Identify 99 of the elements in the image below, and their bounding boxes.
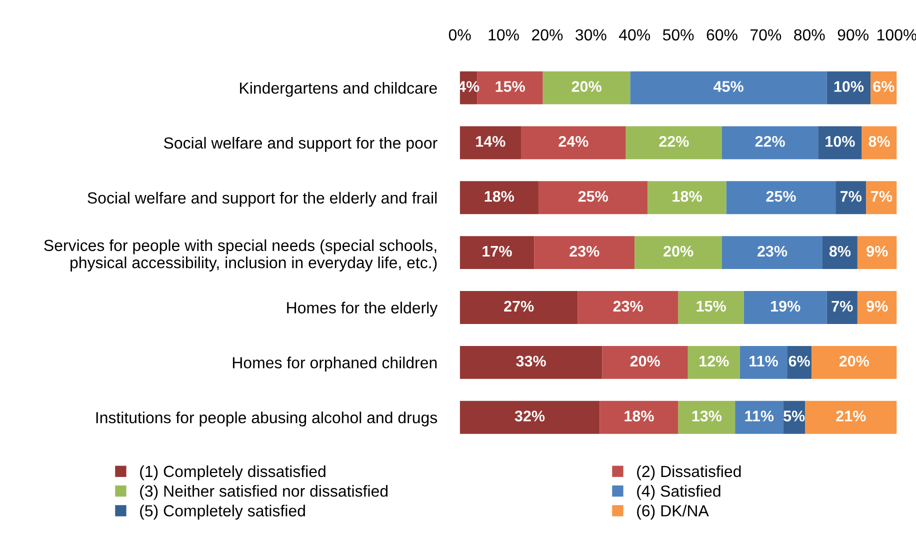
- y-tick-label: Services for people with special needs (special schools, physical accessibility, inclusion in everyday life, etc.): [44, 239, 437, 272]
- data-label: 20%: [630, 356, 660, 367]
- data-label: 15%: [696, 300, 726, 312]
- y-tick-label: Kindergartens and childcare: [240, 82, 437, 97]
- data-label: 25%: [766, 190, 796, 202]
- data-label: 20%: [572, 81, 602, 92]
- data-label: 13%: [692, 410, 722, 422]
- bar: [857, 291, 897, 324]
- data-label: 6%: [873, 81, 894, 92]
- bar: [460, 236, 534, 270]
- data-label: 9%: [866, 300, 888, 312]
- bar: [744, 291, 827, 324]
- data-label: 19%: [771, 300, 800, 312]
- x-tick-label: 60%: [706, 29, 738, 41]
- data-label: 27%: [504, 300, 534, 312]
- bar: [722, 236, 822, 270]
- legend-label: (6) DK/NA: [637, 504, 709, 520]
- bar: [826, 71, 871, 104]
- x-tick-label: 70%: [750, 29, 782, 41]
- data-label: 11%: [750, 356, 778, 367]
- bar: [460, 400, 600, 434]
- data-label: 32%: [514, 410, 545, 422]
- data-label: 10%: [826, 136, 855, 147]
- x-tick-label: 20%: [532, 29, 563, 41]
- bar: [726, 181, 836, 214]
- data-label: 22%: [659, 136, 689, 147]
- data-label: 23%: [570, 246, 600, 257]
- data-label: 9%: [866, 246, 888, 257]
- bar: [648, 181, 726, 214]
- data-label: 17%: [482, 246, 512, 257]
- legend-label: (1) Completely dissatisfied: [140, 465, 326, 480]
- bar: [678, 400, 736, 434]
- bar: [822, 236, 858, 270]
- x-tick-label: 30%: [576, 29, 606, 41]
- bar: [542, 71, 630, 104]
- bar: [826, 291, 858, 324]
- y-tick-label: Social welfare and support for the poor: [164, 136, 438, 152]
- data-label: 20%: [839, 356, 870, 367]
- bar: [812, 346, 897, 379]
- bar: [538, 181, 648, 214]
- y-tick-label: Homes for orphaned children: [232, 356, 437, 372]
- data-label: 10%: [834, 81, 864, 92]
- bar: [722, 126, 818, 160]
- data-label: 18%: [624, 410, 654, 422]
- legend-label: (2) Dissatisfied: [637, 465, 741, 480]
- x-tick-label: 40%: [618, 29, 650, 41]
- y-tick-label: Institutions for people abusing alcohol and drugs: [96, 412, 438, 426]
- x-tick-label: 0%: [448, 29, 471, 41]
- data-label: 11%: [745, 410, 774, 422]
- bar: [630, 71, 827, 104]
- data-label: 8%: [868, 136, 890, 147]
- data-label: 45%: [713, 81, 744, 92]
- bar: [460, 346, 602, 379]
- bar: [740, 346, 788, 379]
- data-label: 25%: [578, 190, 608, 202]
- bar: [460, 126, 521, 160]
- bar: [678, 291, 744, 324]
- data-label: 18%: [672, 190, 702, 202]
- bar: [626, 126, 722, 160]
- bar: [857, 236, 897, 270]
- bar: [836, 181, 866, 214]
- x-tick-label: 90%: [838, 29, 868, 41]
- bar: [805, 400, 897, 434]
- bar: [735, 400, 784, 434]
- bar: [460, 291, 578, 324]
- bar: [521, 126, 626, 160]
- data-label: 5%: [784, 410, 805, 422]
- data-label: 23%: [613, 300, 643, 312]
- bar: [534, 236, 635, 270]
- x-tick-label: 80%: [794, 29, 825, 41]
- y-tick-label: Social welfare and support for the elderly and frail: [88, 192, 437, 207]
- x-tick-label: 10%: [488, 29, 519, 41]
- data-label: 15%: [496, 81, 525, 92]
- data-label: 14%: [476, 136, 506, 147]
- bar: [602, 346, 688, 379]
- legend-label: (3) Neither satisfied nor dissatisfied: [140, 485, 388, 500]
- data-label: 21%: [836, 410, 866, 422]
- data-label: 8%: [829, 246, 851, 257]
- bar: [460, 181, 538, 214]
- data-label: 7%: [871, 190, 892, 202]
- bar: [688, 346, 740, 379]
- bar: [578, 291, 678, 324]
- legend-label: (4) Satisfied: [637, 485, 720, 500]
- y-tick-label: Homes for the elderly: [287, 302, 438, 317]
- data-label: 23%: [757, 246, 788, 257]
- data-label: 12%: [700, 356, 729, 367]
- data-label: 22%: [755, 136, 785, 147]
- legend-label: (5) Completely satisfied: [140, 504, 305, 520]
- data-label: 6%: [788, 356, 810, 367]
- bar: [866, 181, 897, 214]
- bar: [600, 400, 678, 434]
- data-label: 24%: [558, 136, 588, 147]
- data-label: 20%: [664, 246, 694, 257]
- data-label: 33%: [516, 356, 546, 367]
- data-label: 7%: [840, 190, 862, 202]
- data-label: 7%: [832, 300, 853, 312]
- x-tick-label: 50%: [662, 29, 694, 41]
- bar: [634, 236, 722, 270]
- data-label: 18%: [484, 190, 514, 202]
